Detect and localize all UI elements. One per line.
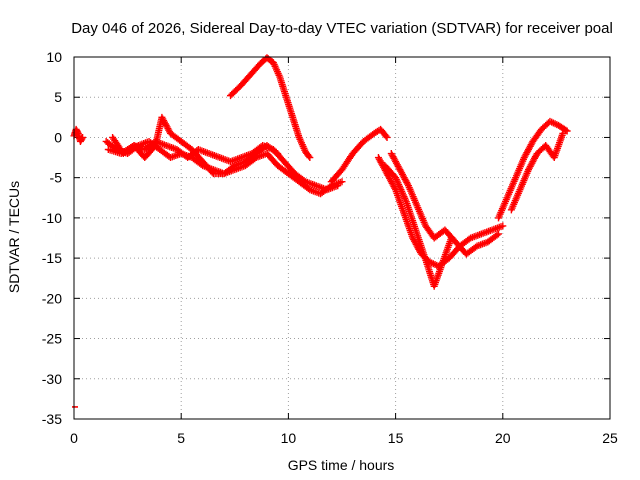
x-axis-label: GPS time / hours xyxy=(288,457,395,473)
data-point xyxy=(305,152,313,160)
data-point xyxy=(79,133,87,141)
plot-border xyxy=(73,56,611,420)
data-point xyxy=(563,127,571,135)
data-point xyxy=(306,154,314,162)
x-tick-label: 25 xyxy=(602,430,618,446)
chart-title: Day 046 of 2026, Sidereal Day-to-day VTE… xyxy=(71,20,613,37)
x-tick-label: 20 xyxy=(495,430,511,446)
x-tick-label: 10 xyxy=(281,430,297,446)
data-points xyxy=(70,54,571,408)
data-point xyxy=(382,132,390,140)
grid xyxy=(74,57,610,419)
y-tick-label: 10 xyxy=(46,49,62,65)
series-recovery-b xyxy=(507,129,567,214)
y-tick-label: -15 xyxy=(42,250,62,266)
y-tick-label: -10 xyxy=(42,210,62,226)
data-point xyxy=(559,129,567,137)
x-tick-label: 0 xyxy=(70,430,78,446)
series-rise-12-14 xyxy=(327,125,391,186)
data-point xyxy=(338,178,346,186)
data-point xyxy=(495,230,503,238)
data-point xyxy=(383,133,391,141)
data-point xyxy=(78,135,86,143)
x-tick-label: 15 xyxy=(388,430,404,446)
data-point xyxy=(150,143,158,151)
series-start-cluster xyxy=(70,125,87,145)
series-dip-c xyxy=(387,150,503,258)
x-tick-label: 5 xyxy=(177,430,185,446)
series-peak-arc xyxy=(227,54,314,162)
data-point xyxy=(274,150,282,158)
y-tick-label: -30 xyxy=(42,371,62,387)
axis-ticks: 0 5 10 15 20 25 10 5 0 -5 -10 -15 -20 -25 -30 -35 xyxy=(42,49,618,446)
series-dip-a xyxy=(374,154,507,270)
y-tick-label: -25 xyxy=(42,331,62,347)
y-tick-label: -35 xyxy=(42,411,62,427)
series-dip-b xyxy=(381,162,455,290)
data-point xyxy=(493,231,501,239)
y-axis-label: SDTVAR / TECUs xyxy=(6,181,22,293)
data-point xyxy=(272,148,280,156)
y-tick-label: -20 xyxy=(42,290,62,306)
data-point xyxy=(334,182,342,190)
series-recovery-a xyxy=(495,117,571,222)
series-trace-c xyxy=(109,113,282,178)
y-tick-label: 0 xyxy=(54,129,62,145)
data-point xyxy=(499,222,507,230)
y-tick-label: -5 xyxy=(50,170,63,186)
y-tick-label: 5 xyxy=(54,89,62,105)
